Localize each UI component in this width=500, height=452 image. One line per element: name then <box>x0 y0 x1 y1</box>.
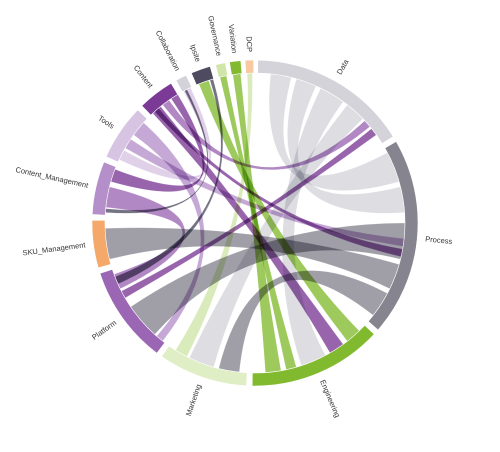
arc-sku_management <box>91 219 112 269</box>
label-variation: Variation <box>227 24 239 54</box>
label-governance: Governance <box>206 15 223 57</box>
label-content_management: Content_Management <box>15 165 90 190</box>
label-engineering: Engineering <box>318 378 342 418</box>
arc-data <box>257 59 394 144</box>
arc-content_management <box>91 161 117 216</box>
arc-process <box>367 141 419 331</box>
arc-dcp <box>244 59 254 74</box>
label-collaboration: Collaboration <box>154 29 182 72</box>
label-process: Process <box>425 234 453 246</box>
arc-collaboration <box>175 74 193 93</box>
label-sku_management: SKU_Management <box>22 240 87 257</box>
arc-marketing <box>161 345 248 387</box>
label-content: Content <box>132 63 156 90</box>
label-tools: Tools <box>96 113 116 130</box>
arc-content <box>141 82 179 116</box>
arc-engineering <box>251 324 375 387</box>
label-dcp: DCP <box>244 36 254 52</box>
chord-group-arcs <box>91 59 419 387</box>
label-marketing: Marketing <box>184 383 203 417</box>
label-data: Data <box>335 57 351 76</box>
arc-ipsite <box>190 65 215 86</box>
arc-tools <box>105 109 148 163</box>
label-platform: Platform <box>90 318 118 342</box>
chord-ribbons <box>104 72 406 373</box>
arc-platform <box>99 268 166 354</box>
label-ipsite: Ipsite <box>188 43 202 63</box>
arc-governance <box>215 62 229 78</box>
arc-variation <box>229 60 243 76</box>
